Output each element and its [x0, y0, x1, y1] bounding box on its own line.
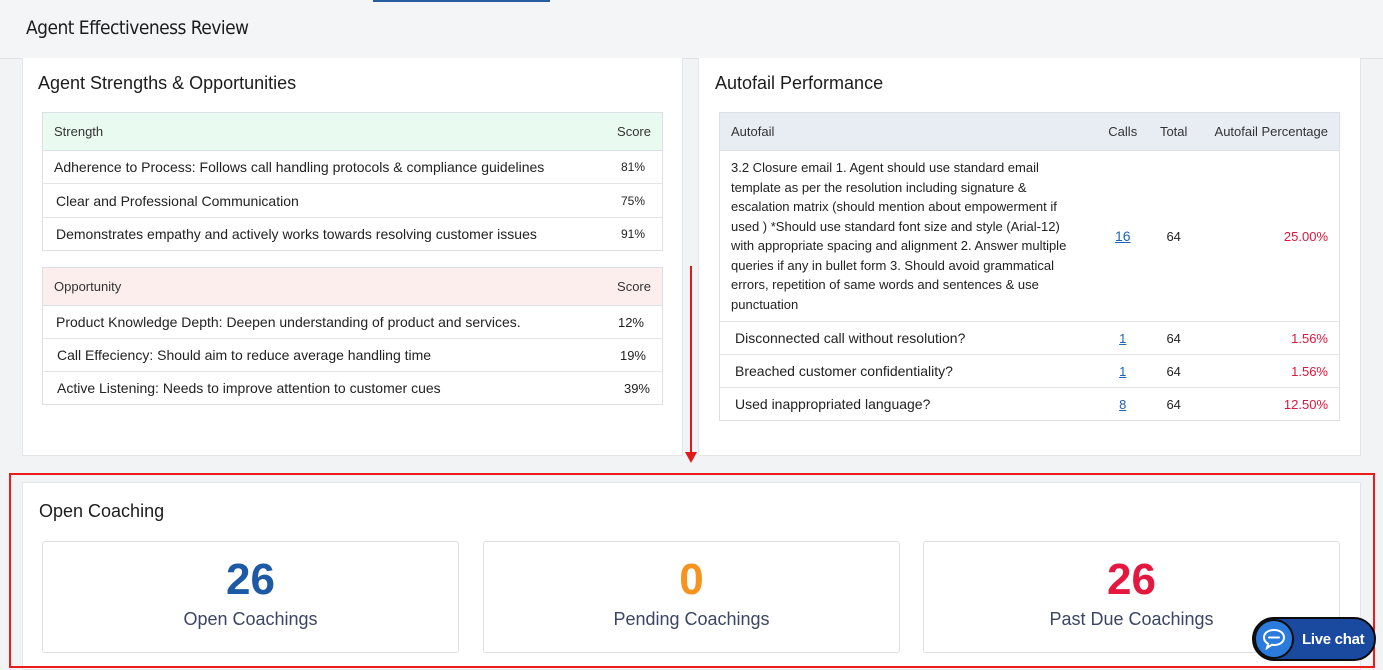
pending-coachings-count: 0 — [679, 555, 704, 604]
strength-score: 91% — [620, 227, 645, 241]
opportunity-score: 19% — [582, 338, 663, 372]
past-due-coachings-label: Past Due Coachings — [1049, 609, 1214, 629]
calls-link[interactable]: 8 — [1119, 396, 1127, 412]
total-value: 64 — [1147, 354, 1200, 388]
page-title: Agent Effectiveness Review — [26, 17, 249, 39]
strength-score: 75% — [582, 183, 663, 218]
annotation-highlight-box — [9, 473, 1375, 668]
column-header-calls: Calls — [1097, 112, 1148, 151]
table-row: Used inappropriated language? 8 64 12.50… — [720, 388, 1340, 421]
opportunity-label: Call Effeciency: Should aim to reduce av… — [42, 338, 583, 372]
total-value: 64 — [1147, 321, 1200, 355]
table-row: Disconnected call without resolution? 1 … — [719, 321, 1340, 355]
open-coachings-label: Open Coachings — [183, 609, 318, 629]
strengths-opportunities-panel: Agent Strengths & Opportunities Strength… — [22, 58, 683, 456]
autofail-panel: Autofail Performance Autofail Calls Tota… — [698, 58, 1361, 456]
opportunity-label: Product Knowledge Depth: Deepen understa… — [42, 305, 583, 339]
column-header-score: Score — [582, 267, 663, 306]
pending-coachings-label: Pending Coachings — [613, 609, 770, 629]
active-tab-indicator — [373, 0, 550, 2]
open-coachings-card[interactable]: 26 Open Coachings — [42, 541, 459, 653]
table-row: Breached customer confidentiality? 1 64 … — [719, 354, 1340, 388]
page-header: Agent Effectiveness Review — [0, 0, 1383, 59]
column-header-opportunity: Opportunity — [42, 267, 583, 306]
autofail-percentage: 1.56% — [1199, 321, 1340, 355]
past-due-coachings-count: 26 — [1107, 555, 1156, 604]
table-row: Demonstrates empathy and actively works … — [43, 218, 663, 251]
autofail-label: Breached customer confidentiality? — [719, 354, 1098, 388]
table-row: Call Effeciency: Should aim to reduce av… — [42, 338, 663, 372]
opportunity-label: Active Listening: Needs to improve atten… — [57, 380, 441, 396]
autofail-percentage: 12.50% — [1283, 396, 1328, 412]
opportunity-score: 39% — [623, 380, 650, 396]
opportunity-score: 12% — [582, 305, 663, 339]
annotation-arrow-head — [685, 452, 697, 463]
column-header-autofail-percentage: Autofail Percentage — [1199, 112, 1340, 151]
autofail-label: 3.2 Closure email 1. Agent should use st… — [719, 150, 1098, 322]
calls-link[interactable]: 1 — [1097, 321, 1148, 355]
live-chat-label: Live chat — [1302, 630, 1365, 648]
calls-link[interactable]: 1 — [1097, 354, 1148, 388]
column-header-total: Total — [1147, 112, 1200, 151]
annotation-arrow-line — [690, 266, 692, 454]
strength-score: 81% — [582, 150, 663, 184]
strength-label: Adherence to Process: Follows call handl… — [42, 150, 583, 184]
open-coaching-panel: Open Coaching 26 Open Coachings 0 Pendin… — [22, 482, 1361, 670]
strength-table: Strength Score Adherence to Process: Fol… — [42, 112, 663, 251]
opportunity-table: Opportunity Score Product Knowledge Dept… — [42, 267, 663, 405]
column-header-strength: Strength — [42, 112, 583, 151]
panel-title: Autofail Performance — [715, 73, 884, 93]
strength-label: Demonstrates empathy and actively works … — [56, 226, 537, 242]
pending-coachings-card[interactable]: 0 Pending Coachings — [483, 541, 900, 653]
calls-link[interactable]: 16 — [1097, 150, 1148, 322]
table-row: Active Listening: Needs to improve atten… — [43, 372, 663, 405]
panel-title: Agent Strengths & Opportunities — [38, 73, 297, 93]
table-row: 3.2 Closure email 1. Agent should use st… — [719, 150, 1340, 322]
table-row: Adherence to Process: Follows call handl… — [42, 150, 663, 184]
autofail-percentage: 1.56% — [1199, 354, 1340, 388]
total-value: 64 — [1166, 396, 1181, 412]
strength-label: Clear and Professional Communication — [42, 183, 583, 218]
autofail-label: Used inappropriated language? — [735, 396, 931, 412]
autofail-label: Disconnected call without resolution? — [719, 321, 1098, 355]
panel-title: Open Coaching — [39, 501, 165, 521]
total-value: 64 — [1147, 150, 1200, 322]
live-chat-button[interactable]: Live chat — [1252, 617, 1376, 661]
table-row: Clear and Professional Communication 75% — [42, 183, 663, 218]
open-coachings-count: 26 — [226, 555, 275, 604]
autofail-percentage: 25.00% — [1199, 150, 1340, 322]
column-header-autofail: Autofail — [719, 112, 1098, 151]
autofail-table: Autofail Calls Total Autofail Percentage… — [719, 112, 1340, 421]
chat-bubble-icon — [1254, 619, 1294, 659]
column-header-score: Score — [582, 112, 663, 151]
table-row: Product Knowledge Depth: Deepen understa… — [42, 305, 663, 339]
